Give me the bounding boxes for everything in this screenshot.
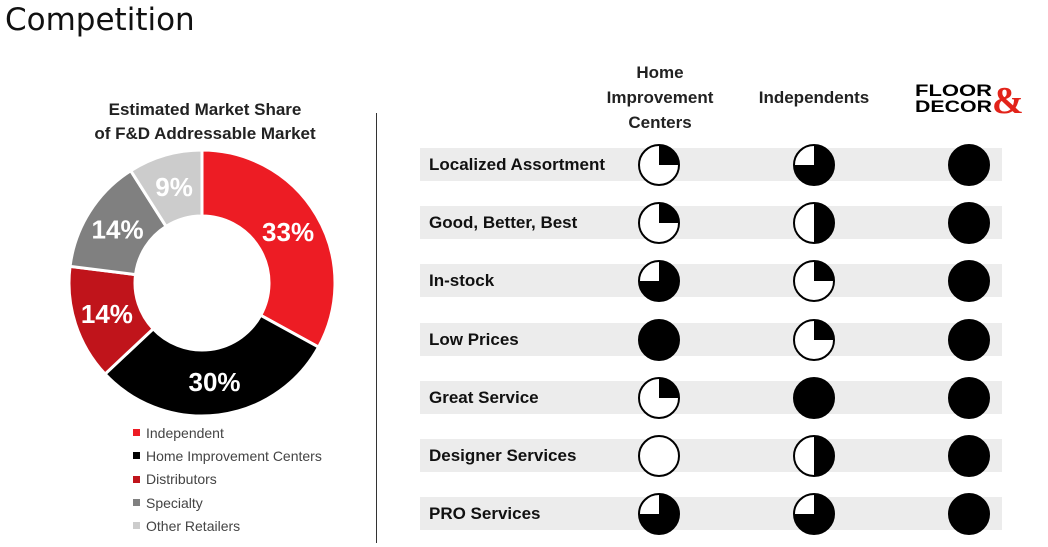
harvey-ball-icon — [638, 202, 680, 245]
donut-slice-independent — [200, 148, 337, 350]
legend-item: Specialty — [133, 491, 322, 514]
legend-swatch — [133, 475, 140, 483]
harvey-ball-icon — [793, 260, 835, 303]
svg-text:&: & — [992, 80, 1024, 116]
table-row: PRO Services — [420, 493, 1002, 536]
column-header-line: Improvement — [606, 88, 714, 107]
table-row: Great Service — [420, 376, 1002, 419]
column-header-line: Centers — [628, 113, 692, 132]
legend-swatch — [133, 522, 140, 530]
harvey-ball-icon — [638, 144, 680, 186]
donut-slice-other-retailers — [128, 148, 204, 229]
harvey-ball-icon — [793, 435, 835, 477]
vertical-divider — [376, 113, 377, 543]
donut-data-label: 33% — [262, 217, 314, 247]
harvey-ball-icon — [948, 435, 990, 477]
column-header-independents: Independents — [744, 85, 884, 110]
legend-item: Independent — [133, 421, 322, 444]
harvey-ball-icon — [793, 318, 835, 361]
table-row: In-stock — [420, 260, 1002, 303]
legend-label: Distributors — [146, 471, 217, 488]
chart-legend: Independent Home Improvement Centers Distr… — [133, 421, 322, 537]
harvey-ball-icon — [638, 318, 680, 361]
legend-swatch — [133, 429, 140, 437]
harvey-ball-icon — [638, 493, 680, 536]
table-row: Low Prices — [420, 318, 1002, 361]
harvey-ball-icon — [948, 493, 990, 536]
donut-slice-home-improvement-centers — [102, 313, 321, 418]
table-row: Localized Assortment — [420, 144, 1002, 186]
legend-swatch — [133, 499, 140, 507]
row-label: In-stock — [429, 271, 495, 291]
harvey-ball-icon — [948, 202, 990, 245]
svg-text:FLOOR: FLOOR — [915, 81, 992, 100]
legend-item: Distributors — [133, 468, 322, 491]
harvey-ball-icon — [793, 144, 835, 186]
column-header-line: Independents — [758, 88, 870, 107]
row-label: PRO Services — [429, 504, 541, 524]
floor-decor-logo: FLOOR DECOR & — [915, 80, 1024, 116]
row-label: Great Service — [429, 387, 539, 407]
market-share-donut-chart: 33% 30% 14% 14% 9% — [67, 148, 337, 418]
legend-swatch — [133, 452, 140, 460]
chart-title-line2: of F&D Addressable Market — [94, 124, 316, 143]
column-header-line: Home — [636, 63, 684, 82]
harvey-ball-icon — [638, 260, 680, 303]
row-label: Localized Assortment — [429, 155, 606, 174]
chart-title-line1: Estimated Market Share — [108, 100, 302, 119]
svg-text:DECOR: DECOR — [915, 97, 992, 116]
legend-label: Other Retailers — [146, 517, 241, 534]
harvey-ball-icon — [948, 260, 990, 303]
donut-data-label: 9% — [155, 172, 193, 202]
chart-title: Estimated Market Share of F&D Addressabl… — [60, 98, 350, 146]
donut-data-label: 30% — [189, 367, 241, 397]
legend-label: Home Improvement Centers — [146, 447, 322, 464]
legend-label: Independent — [146, 424, 224, 441]
harvey-ball-icon — [948, 376, 990, 419]
harvey-ball-icon — [638, 376, 680, 419]
harvey-ball-icon — [948, 144, 990, 186]
harvey-ball-icon — [793, 493, 835, 536]
table-row: Good, Better, Best — [420, 202, 1002, 245]
row-label: Good, Better, Best — [429, 213, 578, 233]
page-title: Competition — [5, 2, 195, 38]
harvey-ball-icon — [948, 318, 990, 361]
table-row: Designer Services — [420, 435, 1002, 477]
legend-item: Other Retailers — [133, 514, 322, 537]
harvey-ball-icon — [793, 376, 835, 419]
column-header-home-improvement-centers: Home Improvement Centers — [590, 60, 730, 135]
donut-data-label: 14% — [81, 299, 133, 329]
legend-label: Specialty — [146, 494, 203, 511]
row-label: Low Prices — [429, 329, 519, 349]
harvey-ball-icon — [638, 435, 680, 477]
legend-item: Home Improvement Centers — [133, 444, 322, 467]
donut-data-label: 14% — [92, 214, 144, 244]
harvey-ball-icon — [793, 202, 835, 245]
row-label: Designer Services — [429, 446, 577, 465]
